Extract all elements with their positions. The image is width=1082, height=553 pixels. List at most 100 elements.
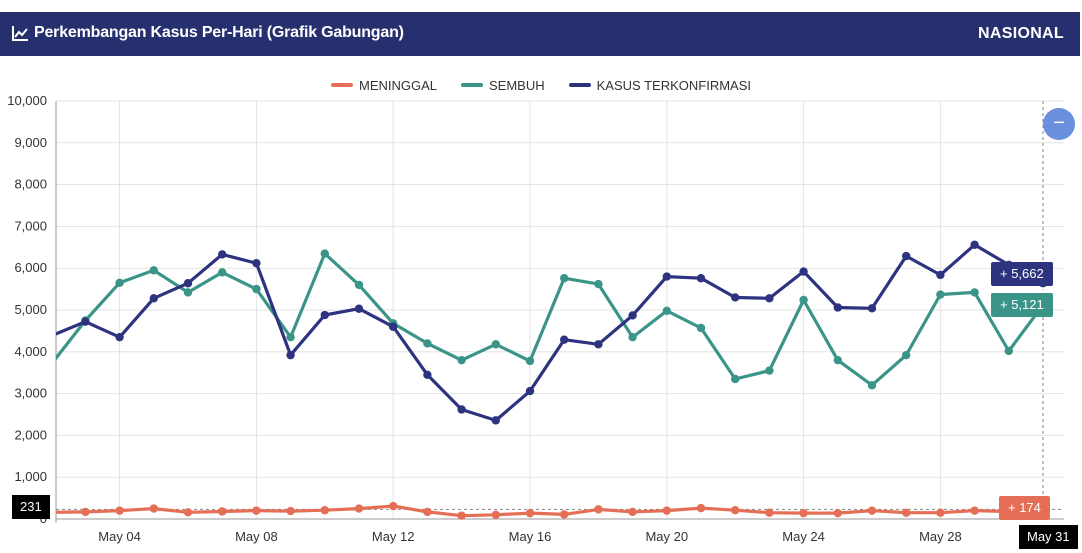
data-point bbox=[115, 332, 124, 342]
data-point bbox=[594, 340, 603, 349]
data-point bbox=[628, 311, 637, 320]
data-point bbox=[320, 506, 329, 515]
y-tick-label: 9,000 bbox=[14, 135, 47, 150]
y-tick-label: 5,000 bbox=[14, 302, 47, 317]
data-point bbox=[696, 323, 706, 333]
legend-label: MENINGGAL bbox=[359, 77, 438, 93]
data-point bbox=[491, 340, 500, 349]
y-tick-label: 2,000 bbox=[14, 427, 47, 442]
data-point bbox=[389, 322, 398, 331]
data-point bbox=[594, 279, 603, 289]
data-point bbox=[115, 506, 124, 515]
data-point bbox=[354, 280, 364, 290]
data-point bbox=[149, 294, 158, 303]
data-point bbox=[765, 366, 774, 375]
data-point bbox=[833, 355, 842, 365]
data-point bbox=[662, 506, 671, 515]
data-point bbox=[81, 317, 90, 326]
y-tick-label: 1,000 bbox=[14, 469, 47, 484]
data-point bbox=[902, 508, 911, 517]
tooltip-sembuh: + 5,121 bbox=[991, 292, 1053, 317]
data-point bbox=[457, 405, 466, 414]
chart-legend: MENINGGAL SEMBUH KASUS TERKONFIRMASI bbox=[0, 75, 1082, 93]
line-chart-icon bbox=[12, 25, 28, 41]
legend-swatch bbox=[461, 83, 484, 87]
data-point bbox=[354, 304, 364, 313]
data-point bbox=[423, 507, 432, 517]
chart-header: Perkembangan Kasus Per-Hari (Grafik Gabu… bbox=[0, 12, 1080, 56]
data-point bbox=[560, 335, 569, 344]
data-point bbox=[594, 505, 603, 514]
x-tick-label: May 20 bbox=[645, 529, 688, 544]
data-point bbox=[286, 332, 295, 342]
data-point bbox=[286, 350, 295, 360]
data-point bbox=[970, 288, 979, 297]
data-point bbox=[183, 279, 193, 288]
data-point bbox=[799, 508, 808, 518]
y-tick-label: 8,000 bbox=[14, 177, 47, 192]
crosshair-y-label: 231 bbox=[12, 495, 50, 520]
data-point bbox=[218, 268, 227, 277]
data-point bbox=[560, 510, 569, 519]
tooltip-meninggal: + 174 bbox=[999, 495, 1050, 520]
data-point bbox=[183, 508, 193, 517]
data-point bbox=[423, 339, 432, 348]
crosshair-x-label: May 31 bbox=[1019, 525, 1078, 549]
data-point bbox=[354, 504, 364, 513]
data-point bbox=[457, 511, 466, 520]
data-point bbox=[252, 284, 261, 294]
data-point bbox=[525, 356, 535, 366]
chart-title: Perkembangan Kasus Per-Hari (Grafik Gabu… bbox=[34, 24, 404, 41]
data-point bbox=[423, 370, 432, 379]
data-point bbox=[149, 504, 158, 513]
y-tick-label: 10,000 bbox=[7, 93, 47, 108]
y-tick-label: 3,000 bbox=[14, 386, 47, 401]
data-point bbox=[867, 506, 877, 515]
data-point bbox=[149, 266, 158, 275]
data-point bbox=[867, 381, 877, 390]
data-point bbox=[731, 374, 740, 384]
data-point bbox=[799, 295, 808, 305]
x-tick-label: May 04 bbox=[98, 529, 141, 544]
legend-label: SEMBUH bbox=[489, 77, 545, 93]
data-point bbox=[662, 272, 671, 281]
data-point bbox=[696, 503, 706, 513]
legend-item[interactable]: MENINGGAL bbox=[331, 78, 437, 93]
data-point bbox=[936, 270, 945, 280]
x-tick-label: May 12 bbox=[372, 529, 415, 544]
data-point bbox=[731, 506, 740, 515]
zoom-out-button[interactable]: − bbox=[1043, 108, 1075, 140]
data-point bbox=[765, 508, 774, 517]
data-point bbox=[525, 386, 535, 396]
scope-label[interactable]: NASIONAL bbox=[978, 25, 1064, 42]
tooltip-konfirmasi: + 5,662 bbox=[991, 262, 1053, 287]
data-point bbox=[389, 501, 398, 511]
data-point bbox=[696, 274, 706, 283]
x-tick-label: May 28 bbox=[919, 529, 962, 544]
y-tick-label: 6,000 bbox=[14, 260, 47, 275]
x-tick-label: May 24 bbox=[782, 529, 825, 544]
legend-swatch bbox=[568, 83, 591, 87]
legend-item[interactable]: KASUS TERKONFIRMASI bbox=[568, 77, 751, 93]
data-point bbox=[833, 508, 842, 518]
data-point bbox=[491, 416, 500, 425]
legend-label: KASUS TERKONFIRMASI bbox=[596, 77, 751, 93]
data-point bbox=[491, 510, 500, 520]
data-point bbox=[731, 293, 740, 302]
data-point bbox=[457, 355, 466, 365]
data-point bbox=[902, 251, 911, 261]
data-point bbox=[970, 240, 979, 249]
data-point bbox=[936, 290, 945, 299]
data-point bbox=[628, 332, 637, 342]
x-tick-label: May 08 bbox=[235, 529, 278, 544]
data-point bbox=[81, 507, 90, 517]
legend-item[interactable]: SEMBUH bbox=[461, 78, 545, 93]
data-point bbox=[252, 506, 261, 515]
data-point bbox=[799, 267, 808, 276]
data-point bbox=[628, 507, 637, 517]
data-point bbox=[936, 508, 945, 517]
data-point bbox=[252, 258, 261, 268]
data-point bbox=[833, 303, 842, 312]
legend-swatch bbox=[331, 83, 353, 87]
